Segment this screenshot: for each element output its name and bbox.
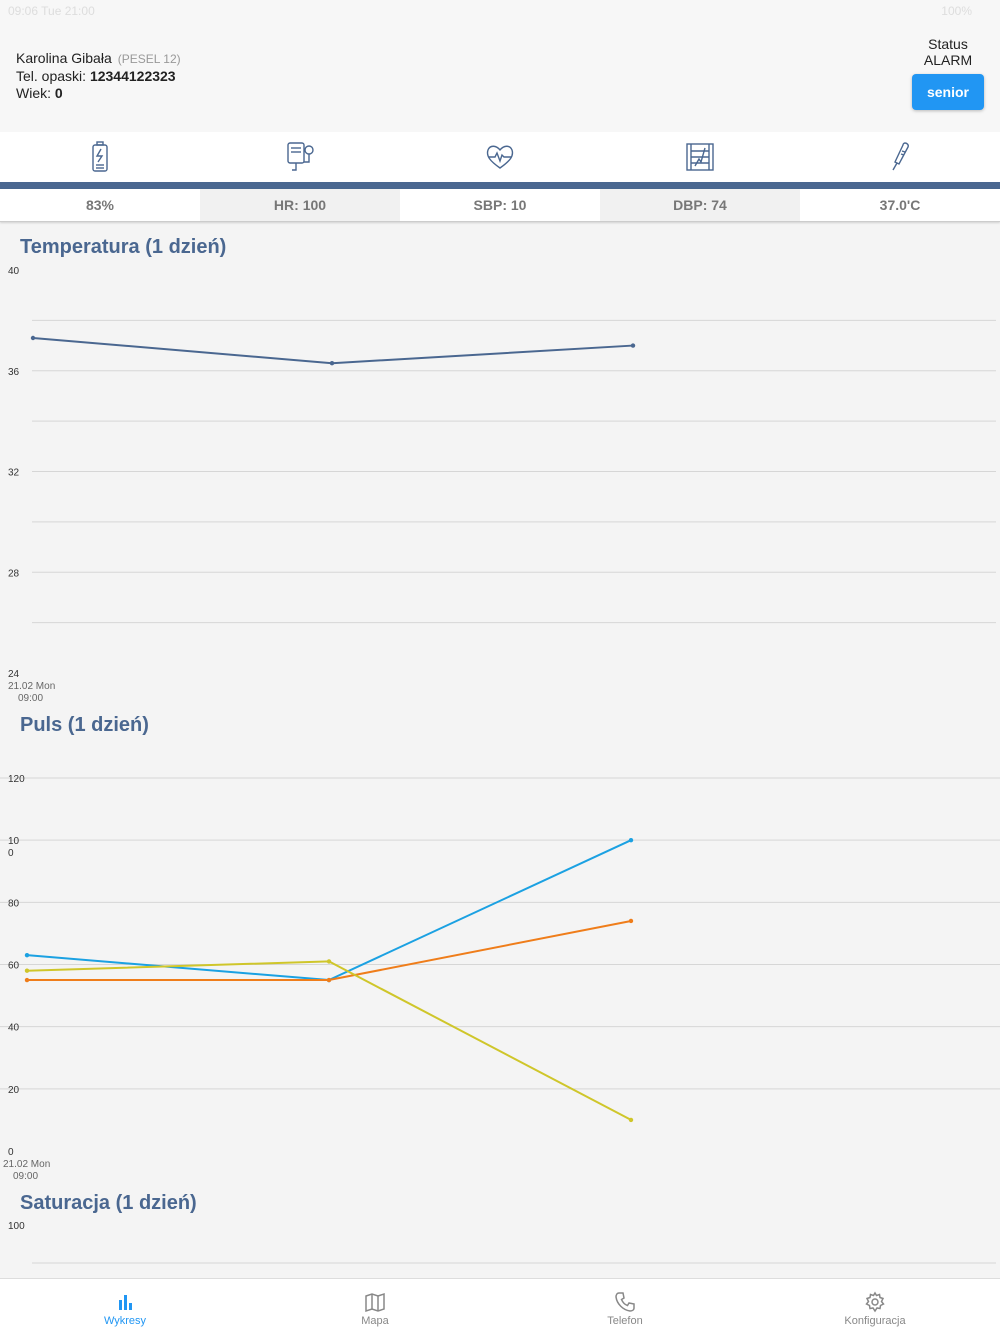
patient-header: Karolina Gibała (PESEL 12) Tel. opaski: 1… bbox=[0, 22, 1000, 132]
data-point bbox=[628, 837, 634, 843]
phone-value: 12344122323 bbox=[89, 68, 176, 84]
sensor-icon-row bbox=[0, 132, 1000, 182]
status-label: Status bbox=[928, 36, 968, 52]
y-tick-label: 0 bbox=[8, 848, 14, 859]
senior-button[interactable]: senior bbox=[912, 74, 984, 110]
sensor-temperature[interactable] bbox=[800, 132, 1000, 182]
y-tick-label: 20 bbox=[8, 1085, 20, 1096]
series-line bbox=[27, 920, 632, 982]
reading-sbp: SBP: 10 bbox=[400, 189, 600, 221]
data-point bbox=[329, 360, 335, 366]
gear-icon bbox=[865, 1291, 885, 1313]
battery-icon bbox=[92, 141, 108, 172]
tab-mapa[interactable]: Mapa bbox=[250, 1279, 500, 1334]
patient-pesel: (PESEL 12) bbox=[117, 52, 181, 66]
y-tick-label: 24 bbox=[8, 669, 20, 680]
data-point bbox=[630, 343, 636, 348]
data-point bbox=[30, 335, 36, 341]
heart-rate-icon bbox=[486, 145, 514, 169]
series-line bbox=[32, 337, 634, 365]
y-tick-label: 0 bbox=[8, 1147, 14, 1158]
series-line bbox=[26, 839, 632, 982]
saturation-chart-title: Saturacja (1 dzień) bbox=[20, 1192, 197, 1214]
readings-row: 83% HR: 100 SBP: 10 DBP: 74 37.0'C bbox=[0, 189, 1000, 222]
header-divider bbox=[0, 182, 1000, 189]
map-icon bbox=[365, 1292, 385, 1313]
y-tick-label: 120 bbox=[8, 774, 25, 785]
status-value: ALARM bbox=[923, 52, 973, 68]
y-tick-label: 40 bbox=[8, 266, 20, 277]
saturation-chart: 100 bbox=[8, 1221, 996, 1264]
data-point bbox=[24, 968, 30, 973]
y-tick-label: 10 bbox=[8, 836, 20, 847]
sensor-heart-rate[interactable] bbox=[400, 132, 600, 182]
phone-label: Tel. opaski: bbox=[16, 68, 87, 84]
y-tick-label: 36 bbox=[8, 367, 20, 378]
y-tick-label: 40 bbox=[8, 1023, 20, 1034]
age-label: Wiek: bbox=[16, 85, 51, 101]
status-box: Status ALARM bbox=[912, 36, 984, 68]
y-tick-label: 60 bbox=[8, 961, 20, 972]
tab-konfiguracja[interactable]: Konfiguracja bbox=[750, 1279, 1000, 1334]
y-tick-label: 100 bbox=[8, 1221, 25, 1232]
tab-label: Konfiguracja bbox=[844, 1315, 906, 1327]
chart-panel-icon bbox=[686, 143, 714, 171]
patient-name: Karolina Gibała bbox=[16, 50, 112, 66]
phone-icon bbox=[615, 1292, 635, 1312]
tab-label: Wykresy bbox=[103, 1315, 147, 1327]
sensor-chart-panel[interactable] bbox=[600, 132, 800, 182]
sensor-battery[interactable] bbox=[0, 132, 200, 182]
data-point bbox=[628, 918, 634, 924]
temperature-chart-title: Temperatura (1 dzień) bbox=[20, 236, 227, 258]
pulse-chart-title: Puls (1 dzień) bbox=[20, 714, 149, 736]
y-tick-label: 80 bbox=[8, 898, 20, 909]
data-point bbox=[24, 977, 30, 983]
data-point bbox=[24, 952, 30, 958]
y-tick-label: 28 bbox=[8, 568, 20, 579]
reading-dbp: DBP: 74 bbox=[600, 189, 800, 221]
x-tick-label: 09:00 bbox=[18, 693, 43, 704]
blood-pressure-icon bbox=[287, 142, 314, 171]
x-tick-label: 09:00 bbox=[13, 1171, 38, 1182]
tab-wykresy[interactable]: Wykresy bbox=[0, 1279, 250, 1334]
thermometer-icon bbox=[892, 142, 909, 171]
data-point bbox=[628, 1117, 634, 1123]
patient-info: Karolina Gibała (PESEL 12) Tel. opaski: 1… bbox=[16, 50, 181, 102]
reading-temperature: 37.0'C bbox=[800, 189, 1000, 221]
bar-chart-icon bbox=[119, 1295, 132, 1310]
tab-label: Mapa bbox=[361, 1315, 389, 1327]
data-point bbox=[326, 977, 332, 983]
data-point bbox=[326, 959, 332, 964]
status-bar: 09:06 Tue 21:00 100% bbox=[0, 0, 1000, 22]
status-time: 09:06 Tue 21:00 bbox=[8, 4, 95, 18]
sensor-blood-pressure[interactable] bbox=[200, 132, 400, 182]
bottom-tab-bar: Wykresy Mapa Telefon Konfiguracja bbox=[0, 1278, 1000, 1334]
battery-level: 100% bbox=[941, 4, 972, 18]
x-tick-label: 21.02 Mon bbox=[3, 1159, 50, 1170]
age-value: 0 bbox=[54, 85, 63, 101]
y-tick-label: 32 bbox=[8, 468, 20, 479]
reading-battery: 83% bbox=[0, 189, 200, 221]
series-line bbox=[26, 960, 632, 1121]
x-tick-label: 21.02 Mon bbox=[8, 681, 55, 692]
reading-hr: HR: 100 bbox=[200, 189, 400, 221]
tab-label: Telefon bbox=[607, 1315, 643, 1327]
tab-telefon[interactable]: Telefon bbox=[500, 1279, 750, 1334]
